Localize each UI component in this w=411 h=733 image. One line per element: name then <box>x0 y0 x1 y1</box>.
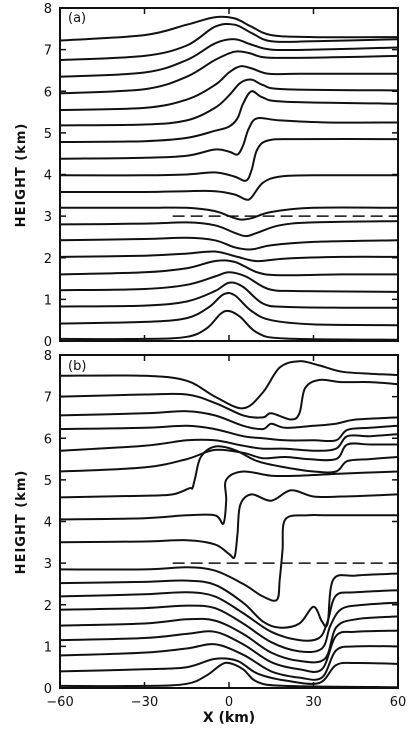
panel-b-streamline-4 <box>59 629 399 674</box>
panel-b-x-tick-label: −30 <box>131 695 158 710</box>
panel-b-streamline-5 <box>59 615 399 664</box>
panel-b-label: (b) <box>68 359 86 374</box>
panel-a-streamline-12 <box>59 116 399 160</box>
panel-a-streamline-8 <box>59 220 399 238</box>
panel-b-x-tick-label: 60 <box>390 695 407 710</box>
panel-a-y-tick-label: 7 <box>44 44 52 59</box>
panel-a-y-tick-label: 0 <box>44 335 52 350</box>
panel-b-y-tick-label: 2 <box>44 599 52 614</box>
panel-b-streamline-12 <box>59 445 399 499</box>
panel-b-streamline-17 <box>59 378 399 421</box>
panel-b: (b) HEIGHT (km) 0 1 2 3 4 5 6 7 8 −60 −30 0 30 60 X … <box>14 349 406 726</box>
panel-a-streamline-6 <box>59 250 399 263</box>
panel-b-streamline-13 <box>59 442 399 473</box>
panel-a-y-tick-label: 6 <box>44 85 52 100</box>
panel-a-streamline-10 <box>59 174 399 201</box>
panel-a-y-tick-label: 3 <box>44 210 52 225</box>
panel-b-y-tick-label: 5 <box>44 474 52 489</box>
panel-a-streamline-5 <box>59 259 399 277</box>
panel-b-streamline-6 <box>59 601 399 654</box>
panel-a-streamline-7 <box>59 236 399 251</box>
panel-a-y-tick-label: 2 <box>44 252 52 267</box>
panel-a: (a) HEIGHT (km) 0 1 2 3 4 5 6 7 8 <box>14 2 399 350</box>
panel-a-streamline-15 <box>59 65 399 111</box>
panel-b-y-tick-label: 0 <box>44 682 52 697</box>
panel-a-label: (a) <box>68 11 86 26</box>
panel-a-y-tick-label: 4 <box>44 169 52 184</box>
panel-a-y-axis-title: HEIGHT (km) <box>14 123 29 228</box>
panel-b-streamline-8 <box>59 572 399 629</box>
panel-b-x-tick-label: −60 <box>46 695 73 710</box>
panel-b-streamline-10 <box>59 489 399 560</box>
panel-b-streamline-7 <box>59 589 399 642</box>
panel-a-streamline-11 <box>59 138 399 182</box>
panel-b-x-tick-label: 0 <box>225 695 233 710</box>
panel-a-streamline-4 <box>59 271 399 293</box>
panel-a-streamline-2 <box>59 292 399 327</box>
panel-a-streamline-14 <box>59 78 399 127</box>
panel-a-streamline-16 <box>59 50 399 95</box>
panel-a-streamline-13 <box>59 90 399 143</box>
panel-a-streamline-18 <box>59 22 399 61</box>
panel-b-y-tick-label: 4 <box>44 516 52 531</box>
x-axis-title: X (km) <box>203 710 255 726</box>
panel-b-streamline-3 <box>59 643 399 681</box>
panel-a-streamlines <box>59 15 399 341</box>
panel-b-streamline-15 <box>59 424 399 443</box>
panel-b-streamline-16 <box>59 410 399 431</box>
panel-a-y-tick-label: 8 <box>44 2 52 17</box>
panel-b-y-tick-label: 6 <box>44 432 52 447</box>
panel-a-y-tick-label: 1 <box>44 293 52 308</box>
panel-b-streamline-14 <box>59 433 399 452</box>
panel-b-y-tick-label: 8 <box>44 349 52 364</box>
panel-b-x-tick-label: 30 <box>305 695 322 710</box>
panel-b-y-tick-label: 3 <box>44 557 52 572</box>
panel-b-y-tick-label: 7 <box>44 391 52 406</box>
panel-a-streamline-1 <box>59 309 399 341</box>
panel-b-y-axis-title: HEIGHT (km) <box>14 470 29 575</box>
panel-b-streamline-18 <box>59 360 399 410</box>
panel-a-y-tick-label: 5 <box>44 127 52 142</box>
panel-b-streamline-1 <box>59 661 399 689</box>
panel-b-streamlines <box>59 360 399 689</box>
panel-a-streamline-9 <box>59 206 399 221</box>
panel-b-streamline-9 <box>59 513 399 602</box>
panel-b-streamline-11 <box>59 470 399 525</box>
panel-b-y-tick-label: 1 <box>44 640 52 655</box>
panel-b-streamline-2 <box>59 657 399 685</box>
panel-a-streamline-19 <box>59 15 399 42</box>
panel-a-streamline-3 <box>59 281 399 309</box>
panel-a-streamline-17 <box>59 38 399 78</box>
